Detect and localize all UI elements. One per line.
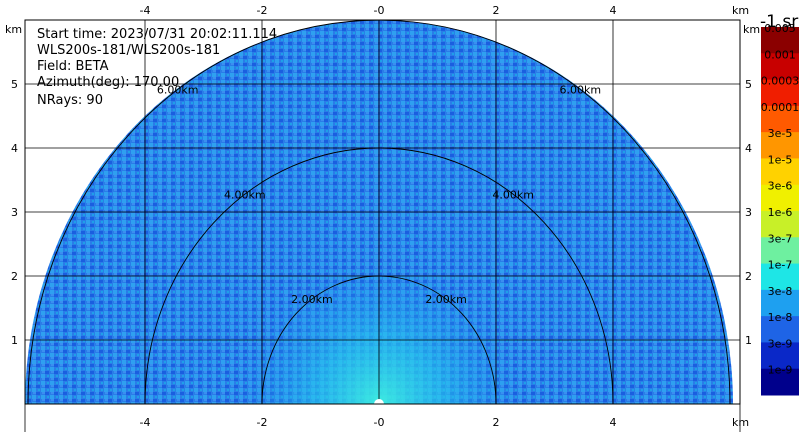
range-ring [261,275,497,405]
x-tick-label-top: -0 [374,4,385,17]
range-ring [144,147,614,405]
colorbar-swatch [761,211,799,238]
colorbar-label: 1e-9 [768,364,793,377]
start-time-text: Start time: 2023/07/31 20:02:11.114 [37,27,277,42]
colorbar-swatch [761,158,799,186]
colorbar-swatch [761,342,799,370]
y-tick-label-right: 4 [745,142,752,155]
x-tick-label-top: -4 [140,4,151,17]
ring-label-right: 4.00km [492,188,534,201]
colorbar-label: 3e-6 [768,180,793,193]
x-unit-label-top: km [732,4,749,17]
y-tick-label-right: 2 [745,270,752,283]
y-tick-label-right: 3 [745,206,752,219]
x-tick-label-top: 2 [493,4,500,17]
y-tick-label-right: 1 [745,334,752,347]
ring-label-left: 2.00km [291,293,333,306]
colorbar-label: 0.001 [764,48,796,61]
ring-label-right: 6.00km [560,83,602,96]
colorbar-label: 0.005 [764,22,796,35]
x-tick-label-top: -2 [257,4,268,17]
colorbar-label: 3e-8 [768,285,793,298]
colorbar-label: 0.0003 [761,75,800,88]
colorbar-label: 1e-6 [768,206,793,219]
azimuth-text: Azimuth(deg): 170.00 [37,75,179,90]
colorbar-label: 1e-8 [768,311,793,324]
colorbar-swatch [761,53,799,81]
y-tick-label-left: 4 [11,142,18,155]
y-unit-label-left: km [5,23,22,36]
y-tick-label-left: 5 [11,78,18,91]
colorbar-label: 1e-5 [768,153,793,166]
colorbar-swatch [761,237,799,265]
axis-ticks: -4 -4 -2 -2 -0 -0 2 2 4 4 1 1 2 2 3 3 4 4 5 5 km km km km [5,4,760,429]
y-tick-label-right: 5 [745,78,752,91]
info-panel: Start time: 2023/07/31 20:02:11.114 WLS2… [37,27,277,108]
x-unit-label-bottom: km [732,416,749,429]
colorbar-title: -1 sr [760,12,798,32]
colorbar-swatch [761,263,799,291]
field-text: Field: BETA [37,59,109,74]
x-tick-label-top: 4 [610,4,617,17]
colorbar-label: 3e-9 [768,337,793,350]
x-tick-label-bottom: 4 [610,416,617,429]
colorbar-swatch [761,105,799,133]
colorbar-swatch [761,132,799,159]
ring-label-left: 4.00km [224,188,266,201]
colorbar-swatch [761,289,799,317]
colorbar: 0.005 0.001 0.0003 0.0001 3e-5 1e-5 3e-6 1e-6 3e… [761,22,800,396]
colorbar-label: 3e-5 [768,127,793,140]
y-tick-label-left: 2 [11,270,18,283]
colorbar-label: 0.0001 [761,101,800,114]
y-tick-label-left: 3 [11,206,18,219]
instrument-text: WLS200s-181/WLS200s-181 [37,43,220,58]
y-tick-label-left: 1 [11,334,18,347]
y-unit-label-right: km [743,23,760,36]
colorbar-label: 3e-7 [768,232,793,245]
colorbar-label: 1e-7 [768,259,793,272]
ring-labels: 2.00km 2.00km 4.00km 4.00km 6.00km 6.00km [157,83,601,306]
plot-frame [24,19,741,405]
x-tick-label-bottom: 2 [493,416,500,429]
nrays-text: NRays: 90 [37,93,103,108]
x-tick-label-bottom: -0 [374,416,385,429]
colorbar-swatch [761,316,799,343]
x-tick-label-bottom: -2 [257,416,268,429]
colorbar-swatch [761,27,799,54]
x-tick-label-bottom: -4 [140,416,151,429]
ring-label-left: 6.00km [157,83,199,96]
colorbar-swatch [761,79,799,107]
colorbar-swatch [761,184,799,212]
colorbar-swatch [761,368,799,396]
ring-label-right: 2.00km [425,293,467,306]
